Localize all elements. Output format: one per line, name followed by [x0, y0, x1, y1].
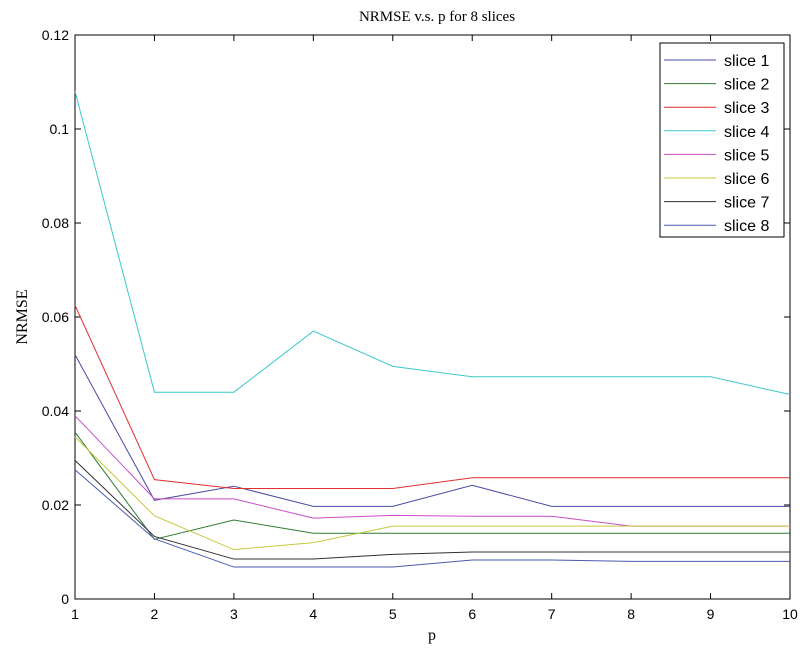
legend-label: slice 5: [724, 147, 769, 164]
chart-title: NRMSE v.s. p for 8 slices: [359, 9, 515, 25]
legend-label: slice 4: [724, 124, 769, 141]
x-tick-label: 4: [309, 606, 317, 622]
x-tick-label: 10: [782, 606, 798, 622]
legend-box: [659, 42, 785, 238]
y-tick-label: 0: [61, 591, 69, 607]
x-tick-label: 8: [627, 606, 635, 622]
series-line-slice-3: [74, 305, 790, 490]
series-line-slice-5: [74, 415, 790, 527]
series-line-slice-4: [74, 91, 791, 396]
x-tick-label: 1: [71, 606, 79, 622]
legend-label: slice 3: [724, 100, 769, 117]
series-lines: [74, 91, 791, 568]
x-tick-label: 9: [707, 606, 715, 622]
x-tick-label: 7: [548, 606, 556, 622]
x-tick-label: 2: [151, 606, 159, 622]
legend-label: slice 6: [724, 171, 769, 188]
legend-label: slice 1: [724, 53, 769, 70]
series-line-slice-7: [74, 459, 790, 560]
y-tick-label: 0.02: [42, 497, 69, 513]
x-tick-label: 6: [468, 606, 476, 622]
series-line-slice-2: [74, 431, 790, 540]
x-axis-label: p: [428, 627, 436, 644]
legend-label: slice 7: [724, 195, 769, 212]
y-tick-label: 0.12: [42, 27, 69, 43]
series-line-slice-8: [74, 469, 790, 568]
x-tick-label: 5: [389, 606, 397, 622]
legend: slice 1 slice 2 slice 3 slice 4 slice 5 slice…: [659, 42, 785, 238]
y-tick-label: 0.04: [42, 403, 69, 419]
x-tick-label: 3: [230, 606, 238, 622]
y-tick-label: 0.08: [42, 215, 69, 231]
legend-label: slice 8: [724, 218, 769, 235]
y-tick-label: 0.06: [42, 309, 69, 325]
y-tick-label: 0.1: [50, 121, 70, 137]
legend-label: slice 2: [724, 77, 769, 94]
y-axis-label: NRMSE: [14, 289, 31, 344]
series-line-slice-1: [74, 354, 790, 507]
axis-ticks: 1 2 3 4 5 6 7 8 9 10 0 0.02 0.04 0.06 0.08 0.1 0.12: [42, 27, 798, 622]
series-line-slice-6: [74, 436, 790, 551]
